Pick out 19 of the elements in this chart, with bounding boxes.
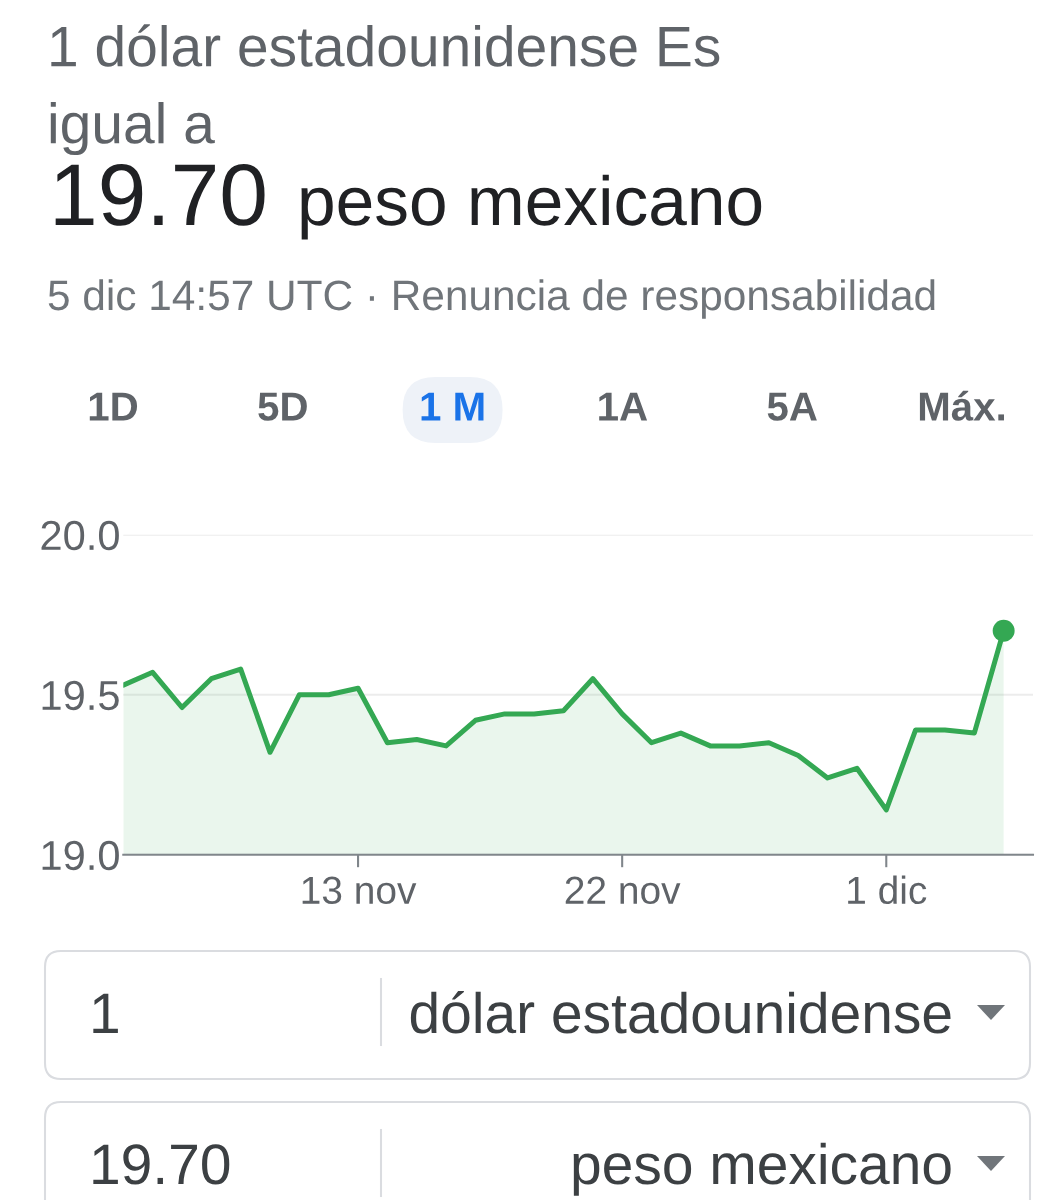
chart-subtitle: 19.70 peso mexicano (55, 163, 762, 240)
text: 1 M (421, 392, 484, 421)
text: dólar estadounidense (410, 991, 951, 1034)
y-tick-label: 19.5 (42, 680, 119, 711)
text: 1A (599, 392, 648, 421)
text: 19.70 (93, 1144, 230, 1185)
x-tick-label: 13 nov (302, 876, 417, 905)
x-tick-label: 1 dic (848, 875, 927, 905)
y-tick-label: 19.0 (42, 840, 119, 871)
text: 1D (89, 392, 138, 421)
text: 5A (767, 392, 817, 421)
y-tick-label: 20.0 (41, 520, 119, 551)
text: 1 (93, 993, 118, 1033)
text: Máx. (919, 390, 1005, 421)
text: 5 dic 14:57 UTC · Renuncia de responsabilidad (48, 279, 935, 319)
text: 5D (258, 392, 307, 421)
chart-title: 1 dólar estadounidense Es igual a (50, 24, 720, 156)
text: peso mexicano (573, 1142, 951, 1196)
x-tick-label: 22 nov (565, 876, 681, 905)
